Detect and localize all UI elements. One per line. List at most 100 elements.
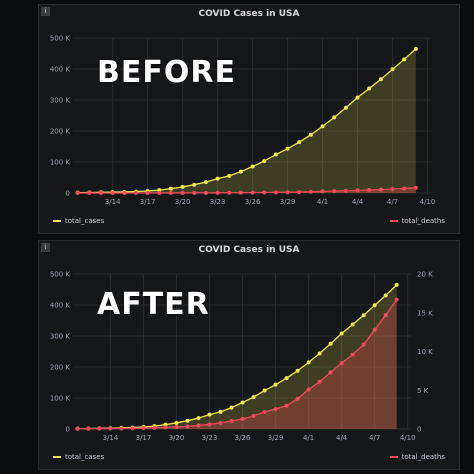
data-point-total_deaths <box>273 190 278 195</box>
data-point-total_cases <box>238 169 243 174</box>
data-point-total_deaths <box>320 189 325 194</box>
data-point-total_cases <box>203 180 208 185</box>
legend-item-total-deaths[interactable]: total_deaths <box>389 453 445 461</box>
data-point-total_cases <box>215 176 220 181</box>
data-point-total_deaths <box>308 189 313 194</box>
x-tick-label: 3/17 <box>140 198 156 206</box>
data-point-total_deaths <box>218 420 223 425</box>
data-point-total_deaths <box>215 190 220 195</box>
data-point-total_deaths <box>394 297 399 302</box>
series-area-total_cases <box>77 284 397 429</box>
data-point-total_deaths <box>168 190 173 195</box>
y-tick-label: 200 K <box>50 364 71 372</box>
data-point-total_deaths <box>372 327 377 332</box>
y-tick-label: 100 K <box>50 159 71 167</box>
data-point-total_cases <box>350 322 355 327</box>
data-point-total_deaths <box>110 190 115 195</box>
x-tick-label: 4/7 <box>387 198 398 206</box>
x-tick-label: 4/10 <box>400 434 416 442</box>
data-point-total_deaths <box>350 352 355 357</box>
info-icon[interactable]: i <box>41 7 50 16</box>
data-point-total_cases <box>378 77 383 82</box>
data-point-total_cases <box>262 159 267 164</box>
data-point-total_cases <box>343 105 348 110</box>
legend-item-total-cases[interactable]: total_cases <box>53 453 104 461</box>
data-point-total_cases <box>285 146 290 151</box>
data-point-total_deaths <box>306 387 311 392</box>
y2-tick-label: 5 K <box>417 387 429 395</box>
legend-label: total_deaths <box>401 217 445 225</box>
data-point-total_deaths <box>355 188 360 193</box>
data-point-total_cases <box>383 293 388 298</box>
x-tick-label: 3/26 <box>235 434 251 442</box>
legend-swatch <box>53 456 61 458</box>
x-tick-label: 3/23 <box>202 434 218 442</box>
data-point-total_deaths <box>157 190 162 195</box>
data-point-total_deaths <box>180 190 185 195</box>
legend-item-total-deaths[interactable]: total_deaths <box>389 217 445 225</box>
data-point-total_cases <box>308 132 313 137</box>
after-label: AFTER <box>97 287 210 322</box>
y-tick-label: 300 K <box>50 97 71 105</box>
chart-title: COVID Cases in USA <box>198 9 300 19</box>
data-point-total_deaths <box>229 418 234 423</box>
data-point-total_deaths <box>196 423 201 428</box>
data-point-total_cases <box>339 331 344 336</box>
chart-plot-before: 0 100 K 200 K 300 K 400 K 500 K 3/14 3/17 3/20 3/… <box>50 35 436 207</box>
data-point-total_deaths <box>284 403 289 408</box>
data-point-total_cases <box>262 388 267 393</box>
x-tick-label: 3/20 <box>169 434 185 442</box>
series-area-total_deaths <box>77 299 397 429</box>
data-point-total_deaths <box>98 190 103 195</box>
chart-title: COVID Cases in USA <box>198 245 300 255</box>
legend-swatch <box>389 220 398 222</box>
data-point-total_cases <box>174 420 179 425</box>
data-point-total_deaths <box>86 426 91 431</box>
data-point-total_deaths <box>367 188 372 193</box>
y2-tick-label: 20 K <box>417 271 433 279</box>
data-point-total_cases <box>361 313 366 318</box>
data-point-total_cases <box>163 422 168 427</box>
data-point-total_deaths <box>250 190 255 195</box>
data-point-total_deaths <box>203 190 208 195</box>
data-point-total_deaths <box>75 190 80 195</box>
data-point-total_cases <box>284 376 289 381</box>
data-point-total_cases <box>413 46 418 51</box>
x-tick-label: 3/29 <box>280 198 296 206</box>
data-point-total_deaths <box>97 426 102 431</box>
series-area-total_cases <box>77 48 416 193</box>
data-point-total_cases <box>297 140 302 145</box>
data-point-total_deaths <box>295 396 300 401</box>
data-point-total_deaths <box>192 190 197 195</box>
legend-item-total-cases[interactable]: total_cases <box>53 217 104 225</box>
data-point-total_deaths <box>273 407 278 412</box>
y-tick-label: 100 K <box>50 395 71 403</box>
data-point-total_deaths <box>75 426 80 431</box>
chart-plot-after: 0 100 K 200 K 300 K 400 K 500 K 0 5 K 10 K 15 K 20… <box>50 271 433 443</box>
x-tick-label: 3/20 <box>175 198 191 206</box>
data-point-total_deaths <box>328 370 333 375</box>
legend-swatch <box>389 456 398 458</box>
y2-tick-label: 15 K <box>417 309 433 317</box>
y-tick-label: 0 <box>66 426 70 434</box>
data-point-total_cases <box>240 400 245 405</box>
x-tick-label: 4/7 <box>369 434 380 442</box>
data-point-total_deaths <box>207 422 212 427</box>
data-point-total_deaths <box>163 425 168 430</box>
data-point-total_deaths <box>413 185 418 190</box>
data-point-total_deaths <box>378 187 383 192</box>
data-point-total_deaths <box>174 424 179 429</box>
legend-swatch <box>53 220 61 222</box>
data-point-total_cases <box>355 95 360 100</box>
info-icon[interactable]: i <box>41 243 50 252</box>
data-point-total_cases <box>218 409 223 414</box>
before-chart-panel: i COVID Cases in USA 0 100 K 200 K 300 K 400… <box>38 4 460 234</box>
data-point-total_deaths <box>361 342 366 347</box>
data-point-total_deaths <box>145 190 150 195</box>
data-point-total_cases <box>273 382 278 387</box>
x-tick-label: 3/14 <box>105 198 121 206</box>
data-point-total_deaths <box>122 190 127 195</box>
x-tick-label: 3/23 <box>210 198 226 206</box>
data-point-total_deaths <box>87 190 92 195</box>
data-point-total_cases <box>251 395 256 400</box>
